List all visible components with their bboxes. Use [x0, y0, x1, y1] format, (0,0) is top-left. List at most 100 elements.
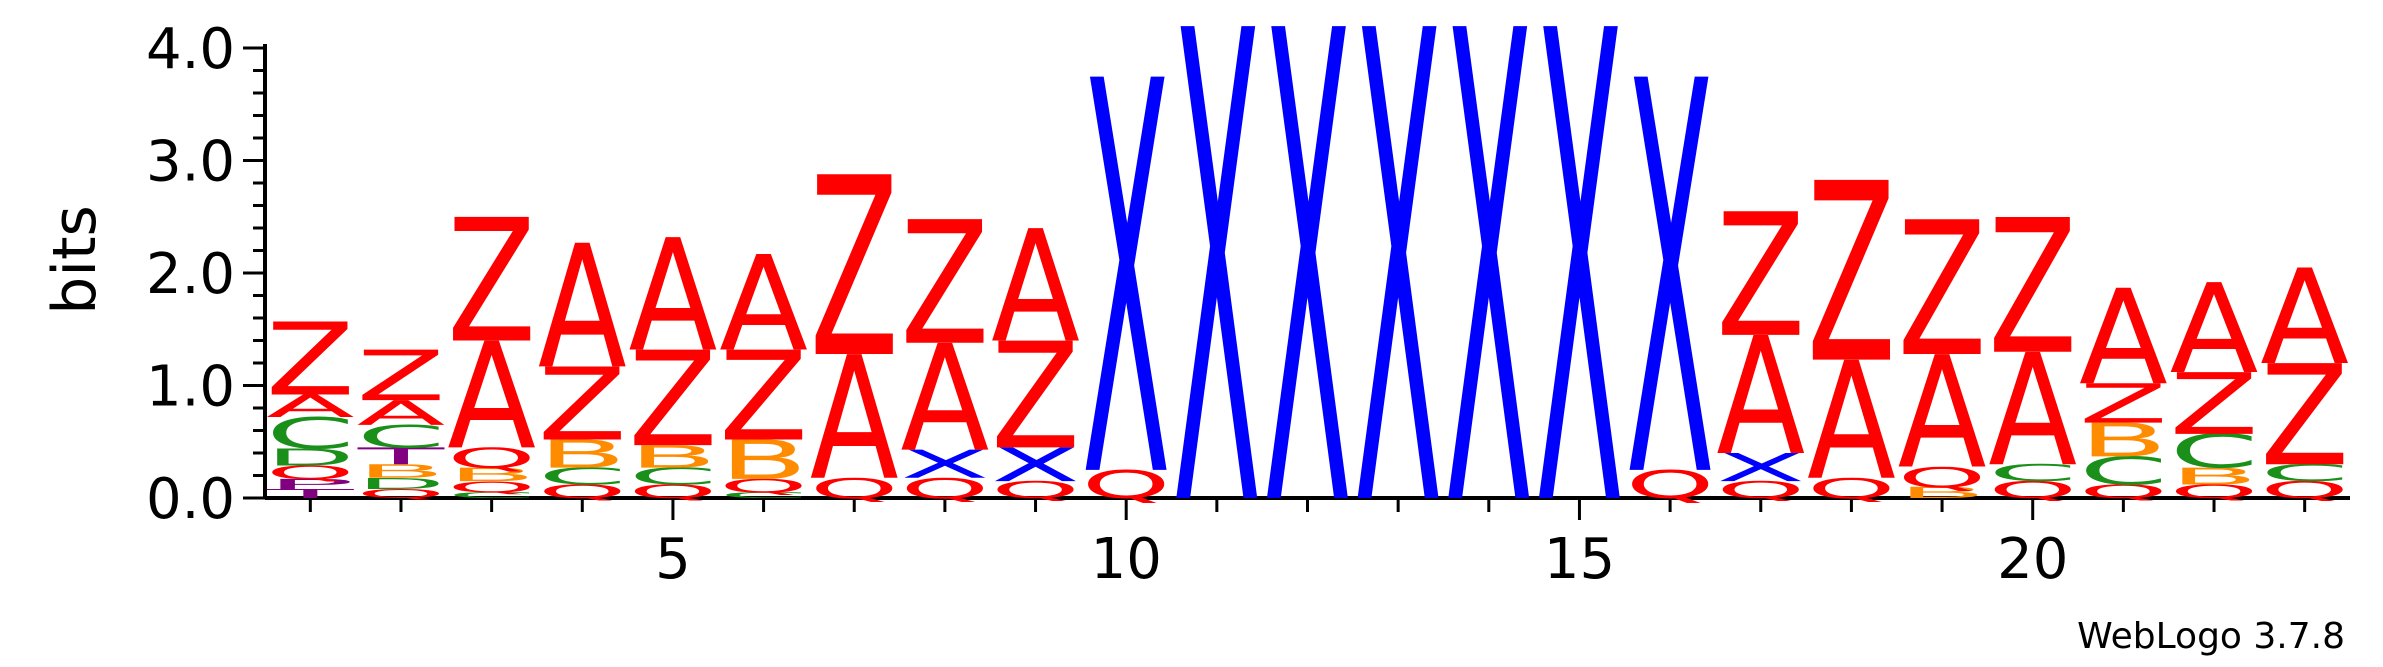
logo-glyph: C — [629, 463, 718, 490]
logo-glyph: C — [266, 409, 355, 459]
logo-glyph: Q — [900, 473, 989, 505]
y-tick-label: 3.0 — [146, 130, 235, 195]
logo-glyph: X — [1172, 0, 1261, 652]
logo-glyph: B — [719, 429, 808, 492]
logo-glyph: Q — [1626, 462, 1715, 507]
y-tick-label: 1.0 — [146, 355, 235, 420]
logo-glyph: Q — [1898, 461, 1987, 493]
logo-glyph: C — [2079, 449, 2168, 494]
logo-glyph: Q — [810, 473, 899, 505]
logo-glyph: B — [538, 432, 627, 477]
x-tick-label: 20 — [1997, 527, 2068, 592]
logo-glyph: Z — [1807, 132, 1896, 419]
logo-glyph: A — [1898, 324, 1987, 504]
logo-glyph: A — [2260, 241, 2349, 394]
logo-column: X — [1172, 0, 1261, 652]
y-axis: 0.0 1.0 2.0 3.0 4.0 — [146, 17, 267, 532]
logo-glyph: Q — [538, 481, 627, 502]
logo-glyph: C — [357, 419, 446, 455]
logo-glyph: C — [2170, 425, 2259, 479]
logo-glyph: Z — [1716, 178, 1805, 376]
logo-glyph: A — [1988, 321, 2077, 501]
logo-glyph: A — [629, 207, 718, 387]
logo-glyph: Q — [266, 462, 355, 483]
logo-glyph: Z — [538, 347, 627, 464]
logo-glyph: A — [1807, 328, 1896, 517]
logo-glyph: C — [538, 463, 627, 490]
logo-column: X — [1444, 0, 1533, 652]
logo-glyph: Z — [900, 185, 989, 383]
logo-glyph: A — [719, 228, 808, 381]
logo-glyph: Q — [2260, 477, 2349, 504]
logo-glyph: B — [357, 461, 446, 483]
y-axis-label: bits — [40, 205, 110, 315]
logo-glyph: X — [1716, 445, 1805, 490]
logo-glyph: Z — [629, 324, 718, 477]
logo-glyph: Q — [1082, 462, 1171, 507]
logo-glyph: Z — [719, 325, 808, 468]
weblogo-credit: WebLogo 3.7.8 — [2077, 616, 2345, 657]
logo-glyphs: TPQDCAZQDBTCAZCQBQAZQCBZAQCBZACQBZAQAZQX… — [266, 0, 2349, 652]
logo-glyph: Z — [2079, 373, 2168, 435]
logo-glyph: C — [719, 491, 808, 500]
logo-glyph: C — [1988, 460, 2077, 487]
logo-glyph: T — [266, 487, 355, 501]
logo-glyph: Q — [1807, 473, 1896, 505]
logo-glyph: Z — [1988, 180, 2077, 395]
logo-glyph: Q — [2079, 481, 2168, 502]
logo-column: QX — [1626, 0, 1715, 598]
logo-glyph: Z — [2260, 335, 2349, 497]
logo-glyph: A — [900, 314, 989, 484]
logo-column: X — [1535, 0, 1624, 652]
y-tick-label: 0.0 — [146, 467, 235, 532]
logo-glyph: Q — [447, 442, 536, 474]
logo-glyph: A — [357, 394, 446, 433]
logo-glyph: Q — [1988, 477, 2077, 504]
logo-glyph: X — [1082, 0, 1171, 598]
logo-glyph: X — [1263, 0, 1352, 652]
logo-glyph: Z — [1898, 183, 1987, 398]
logo-glyph: A — [991, 198, 1080, 378]
logo-column: X — [1263, 0, 1352, 652]
logo-column: QAZ — [1807, 132, 1896, 517]
logo-glyph: A — [810, 321, 899, 519]
logo-glyph: Z — [991, 312, 1080, 482]
logo-glyph: Q — [719, 475, 808, 496]
logo-glyph: P — [266, 476, 355, 492]
logo-glyph: Q — [1716, 477, 1805, 504]
logo-glyph: D — [357, 475, 446, 493]
logo-glyph: Z — [447, 183, 536, 381]
logo-glyph: X — [900, 442, 989, 487]
logo-glyph: Q — [447, 478, 536, 496]
logo-glyph: X — [1444, 0, 1533, 652]
logo-glyph: Z — [810, 126, 899, 413]
y-tick-label: 2.0 — [146, 242, 235, 307]
x-tick-label: 15 — [1544, 527, 1615, 592]
logo-column: QX — [1082, 0, 1171, 598]
logo-glyph: C — [447, 491, 536, 500]
logo-glyph: Q — [629, 481, 718, 502]
logo-glyph: B — [2170, 463, 2259, 490]
logo-glyph: A — [2170, 257, 2259, 401]
y-tick-label: 4.0 — [146, 17, 235, 82]
logo-glyph: Z — [266, 302, 355, 419]
logo-glyph: A — [266, 389, 355, 425]
logo-column: X — [1354, 0, 1443, 652]
logo-glyph: Q — [991, 477, 1080, 504]
logo-glyph: B — [1898, 484, 1987, 502]
logo-glyph: Q — [2170, 481, 2259, 502]
logo-glyph: X — [1535, 0, 1624, 652]
logo-glyph: B — [629, 439, 718, 475]
